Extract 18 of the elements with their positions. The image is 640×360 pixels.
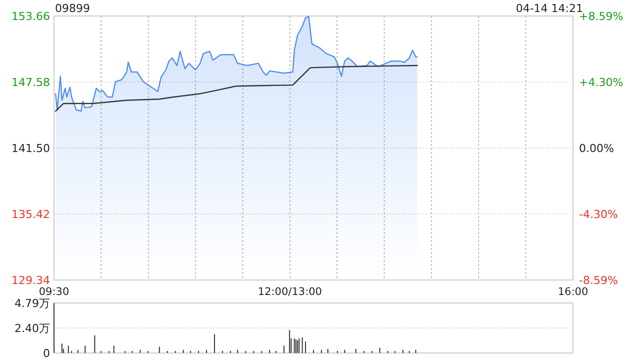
y-tick-label: 135.42 (12, 208, 50, 221)
y-tick-label: 4.79万 (14, 297, 50, 310)
y2-tick-label: +4.30% (579, 76, 624, 89)
y-tick-label: 153.66 (12, 10, 50, 23)
x-tick-label: 09:30 (38, 286, 70, 298)
y-tick-label: 129.34 (12, 274, 50, 287)
x-tick-label: 16:00 (558, 286, 588, 298)
text: 04-14 14:21 (516, 2, 583, 15)
x-tick-label: 12:00/13:00 (258, 286, 322, 298)
y2-tick-label: -8.59% (579, 274, 618, 287)
y2-tick-label: 0.00% (579, 142, 614, 155)
y-tick-label: 0 (43, 347, 50, 360)
chart-title: 09899 (55, 2, 90, 15)
y-tick-label: 2.40万 (14, 322, 50, 335)
y2-tick-label: -4.30% (579, 208, 618, 222)
y-tick-label: 141.50 (12, 142, 50, 155)
y-tick-label: 147.58 (12, 76, 50, 89)
line-series (55, 64, 418, 112)
